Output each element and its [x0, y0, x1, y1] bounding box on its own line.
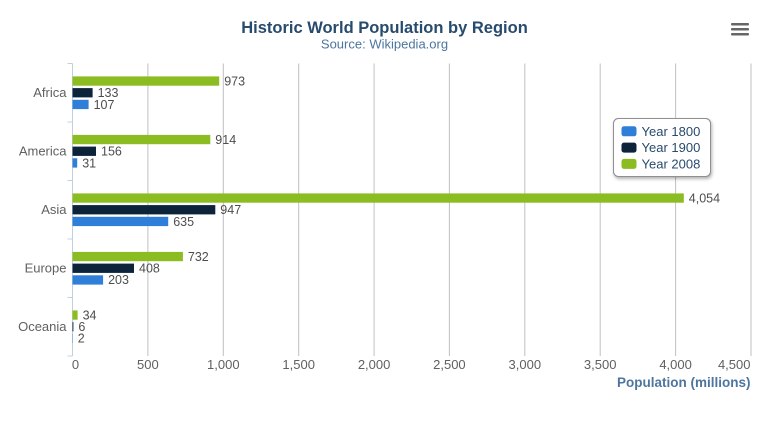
- svg-text:America: America: [19, 144, 67, 159]
- svg-text:31: 31: [82, 156, 96, 170]
- svg-text:203: 203: [108, 273, 129, 287]
- svg-text:Africa: Africa: [33, 85, 67, 100]
- svg-text:3,000: 3,000: [509, 357, 542, 372]
- svg-text:107: 107: [94, 98, 115, 112]
- svg-text:4,500: 4,500: [718, 357, 751, 372]
- svg-text:2,000: 2,000: [358, 357, 391, 372]
- svg-text:973: 973: [224, 74, 245, 88]
- svg-text:4,054: 4,054: [689, 191, 720, 205]
- svg-text:Year 1900: Year 1900: [642, 140, 701, 155]
- svg-text:Year 2008: Year 2008: [642, 157, 701, 172]
- svg-text:1,000: 1,000: [207, 357, 240, 372]
- svg-text:4,000: 4,000: [659, 357, 692, 372]
- svg-text:500: 500: [137, 357, 159, 372]
- svg-text:Europe: Europe: [25, 261, 67, 276]
- svg-text:Oceania: Oceania: [18, 319, 67, 334]
- svg-text:408: 408: [139, 262, 160, 276]
- svg-text:732: 732: [188, 250, 209, 264]
- svg-text:2: 2: [78, 332, 85, 346]
- svg-text:156: 156: [101, 145, 122, 159]
- svg-text:1,500: 1,500: [282, 357, 315, 372]
- svg-text:2,500: 2,500: [433, 357, 466, 372]
- svg-text:0: 0: [72, 357, 79, 372]
- svg-text:635: 635: [173, 215, 194, 229]
- svg-text:Source: Wikipedia.org: Source: Wikipedia.org: [321, 37, 448, 52]
- svg-text:Historic World Population by R: Historic World Population by Region: [241, 19, 528, 37]
- svg-text:Asia: Asia: [41, 202, 67, 217]
- svg-text:3,500: 3,500: [584, 357, 617, 372]
- svg-text:Population (millions): Population (millions): [617, 375, 751, 390]
- svg-text:947: 947: [220, 203, 241, 217]
- svg-text:914: 914: [215, 133, 236, 147]
- svg-text:Year 1800: Year 1800: [642, 124, 701, 139]
